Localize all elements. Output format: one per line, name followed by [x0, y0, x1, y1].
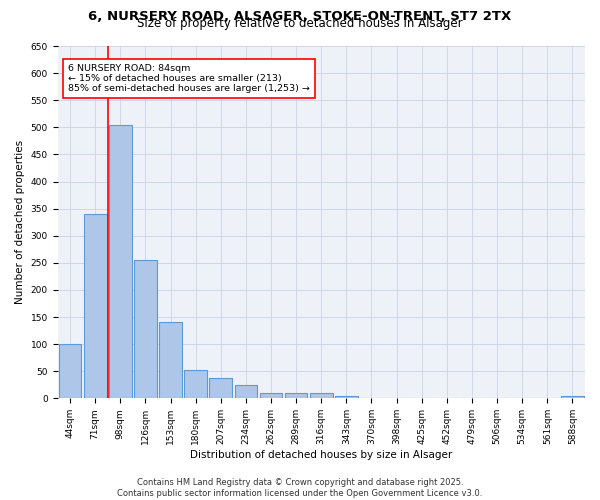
- Bar: [59, 344, 82, 399]
- Bar: [84, 214, 107, 398]
- Bar: [109, 124, 131, 398]
- Text: 6, NURSERY ROAD, ALSAGER, STOKE-ON-TRENT, ST7 2TX: 6, NURSERY ROAD, ALSAGER, STOKE-ON-TRENT…: [88, 10, 512, 23]
- Bar: [285, 393, 307, 398]
- Text: Size of property relative to detached houses in Alsager: Size of property relative to detached ho…: [137, 18, 463, 30]
- Text: 6 NURSERY ROAD: 84sqm
← 15% of detached houses are smaller (213)
85% of semi-det: 6 NURSERY ROAD: 84sqm ← 15% of detached …: [68, 64, 310, 94]
- Y-axis label: Number of detached properties: Number of detached properties: [15, 140, 25, 304]
- Bar: [184, 370, 207, 398]
- Bar: [209, 378, 232, 398]
- Bar: [335, 396, 358, 398]
- Text: Contains HM Land Registry data © Crown copyright and database right 2025.
Contai: Contains HM Land Registry data © Crown c…: [118, 478, 482, 498]
- Bar: [310, 393, 332, 398]
- Bar: [159, 322, 182, 398]
- Bar: [134, 260, 157, 398]
- Bar: [260, 393, 283, 398]
- Bar: [561, 396, 584, 398]
- Bar: [235, 385, 257, 398]
- X-axis label: Distribution of detached houses by size in Alsager: Distribution of detached houses by size …: [190, 450, 452, 460]
